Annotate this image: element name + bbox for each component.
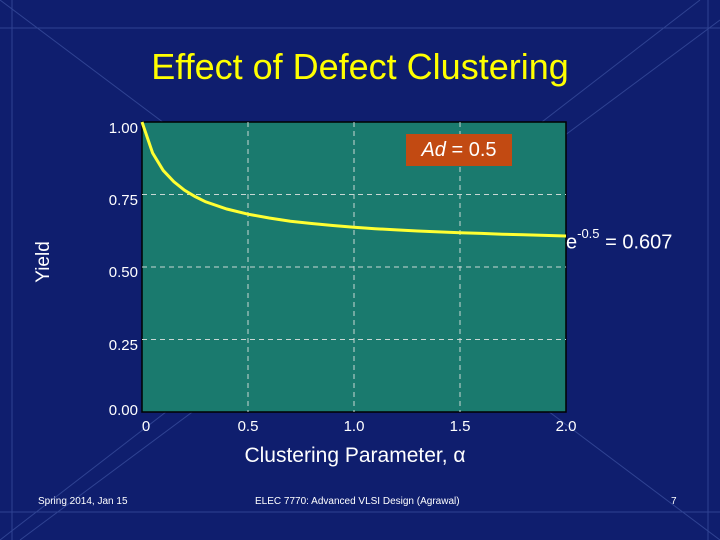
footer-page-number: 7 bbox=[671, 496, 677, 507]
y-tick-label: 0.25 bbox=[108, 337, 138, 354]
asymptote-value: = 0.607 bbox=[599, 231, 673, 254]
x-tick-label: 2.0 bbox=[555, 418, 577, 435]
y-tick-label: 1.00 bbox=[108, 120, 138, 137]
grid-lines bbox=[142, 122, 566, 412]
y-tick-label: 0.75 bbox=[108, 192, 138, 209]
y-axis-label: Yield bbox=[33, 241, 54, 283]
y-tick-label: 0.50 bbox=[108, 264, 138, 281]
footer-date: Spring 2014, Jan 15 bbox=[38, 496, 128, 507]
x-tick-label: 1.5 bbox=[449, 418, 471, 435]
asymptote-base: e bbox=[566, 231, 578, 254]
ad-symbol: Ad bbox=[421, 138, 446, 161]
x-tick-label: 0.5 bbox=[237, 418, 259, 435]
x-axis-label: Clustering Parameter, α bbox=[244, 444, 466, 467]
slide-title: Effect of Defect Clustering bbox=[151, 46, 569, 87]
x-tick-label: 0 bbox=[141, 418, 151, 435]
asymptote-annotation: e-0.5 = 0.607 bbox=[566, 226, 673, 255]
x-tick-label: 1.0 bbox=[343, 418, 365, 435]
asymptote-exponent: -0.5 bbox=[577, 226, 600, 241]
yield-curve bbox=[140, 121, 567, 238]
y-tick-label: 0.00 bbox=[108, 402, 138, 419]
footer-course: ELEC 7770: Advanced VLSI Design (Agrawal… bbox=[255, 496, 460, 507]
ad-annotation-box: Ad = 0.5 bbox=[406, 134, 512, 166]
ad-value: = 0.5 bbox=[445, 138, 497, 161]
